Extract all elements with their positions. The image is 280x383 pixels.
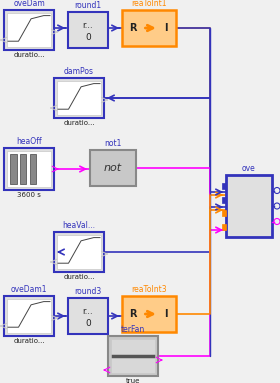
- Bar: [7, 151, 51, 187]
- Text: not: not: [104, 163, 122, 173]
- Bar: [10, 154, 17, 184]
- Bar: [54, 78, 104, 118]
- Text: terFan: terFan: [121, 325, 145, 334]
- Text: ove: ove: [242, 164, 256, 173]
- Bar: [68, 12, 108, 48]
- Text: r...: r...: [83, 307, 93, 316]
- Text: 0: 0: [85, 319, 91, 328]
- Text: 0: 0: [85, 33, 91, 42]
- Text: I: I: [165, 309, 168, 319]
- Bar: [122, 10, 176, 46]
- Text: not1: not1: [104, 139, 122, 148]
- Text: I: I: [165, 23, 168, 33]
- Bar: [54, 232, 104, 272]
- Text: r...: r...: [83, 21, 93, 30]
- Bar: [222, 210, 226, 216]
- Text: reaToInt1: reaToInt1: [131, 0, 167, 8]
- Bar: [4, 148, 54, 190]
- Text: round3: round3: [74, 287, 102, 296]
- Text: heaVal...: heaVal...: [62, 221, 95, 230]
- Text: oveDam1: oveDam1: [11, 285, 47, 294]
- Text: damPos: damPos: [64, 67, 94, 76]
- Text: duratio...: duratio...: [63, 274, 95, 280]
- Text: true: true: [126, 378, 140, 383]
- Bar: [7, 13, 51, 47]
- Text: duratio...: duratio...: [13, 338, 45, 344]
- Bar: [30, 154, 36, 184]
- Text: 3600 s: 3600 s: [17, 192, 41, 198]
- Bar: [57, 235, 101, 269]
- Text: round1: round1: [74, 1, 102, 10]
- Bar: [7, 299, 51, 333]
- Bar: [222, 224, 226, 230]
- Bar: [4, 10, 54, 50]
- Bar: [122, 296, 176, 332]
- Bar: [57, 81, 101, 115]
- Text: R: R: [129, 23, 137, 33]
- Bar: [222, 183, 226, 189]
- Bar: [222, 197, 226, 203]
- Bar: [20, 154, 26, 184]
- Text: R: R: [129, 309, 137, 319]
- Bar: [111, 339, 155, 373]
- Text: reaToInt3: reaToInt3: [131, 285, 167, 294]
- Bar: [90, 150, 136, 186]
- Bar: [4, 296, 54, 336]
- Bar: [68, 298, 108, 334]
- Text: duratio...: duratio...: [13, 52, 45, 58]
- Bar: [108, 336, 158, 376]
- Text: duratio...: duratio...: [63, 120, 95, 126]
- Bar: [226, 175, 272, 237]
- Text: oveDam: oveDam: [13, 0, 45, 8]
- Text: heaOff: heaOff: [16, 137, 42, 146]
